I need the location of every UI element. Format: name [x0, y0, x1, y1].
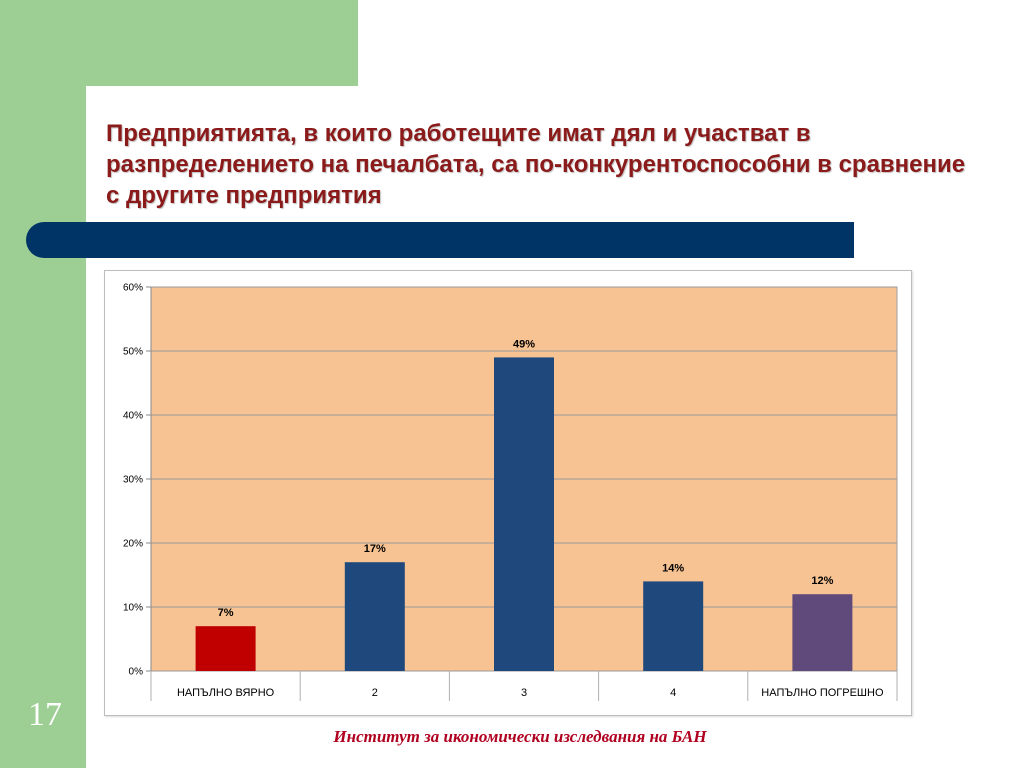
data-label: 14%: [662, 562, 684, 574]
y-tick-label: 50%: [123, 347, 143, 358]
data-label: 17%: [364, 543, 386, 555]
slide-number: 17: [28, 696, 62, 733]
category-label: НАПЪЛНО ВЯРНО: [177, 687, 275, 699]
data-label: 7%: [218, 607, 234, 619]
y-tick-label: 30%: [123, 475, 143, 486]
title-underline-bar: [26, 222, 854, 258]
y-tick-label: 40%: [123, 411, 143, 422]
category-label: 3: [521, 687, 527, 699]
y-tick-label: 60%: [123, 283, 143, 294]
bar: [643, 581, 704, 671]
bar-chart: 0% 10% 20% 30% 40% 50% 60% 7% НАПЪЛНО ВЯРНО 17% 2 4…: [104, 270, 912, 716]
green-side-band: [0, 0, 86, 768]
category-label: 2: [372, 687, 378, 699]
bar: [344, 562, 405, 671]
y-tick-label: 0%: [129, 667, 144, 678]
data-label: 49%: [513, 338, 535, 350]
footer-institute: Институт за икономически изследвания на …: [333, 727, 707, 746]
bar: [494, 357, 554, 671]
y-tick-label: 10%: [123, 603, 143, 614]
bar: [195, 626, 256, 671]
bar: [792, 594, 853, 671]
slide-title: Предприятията, в които работещите имат д…: [106, 120, 966, 209]
chart-canvas: 0% 10% 20% 30% 40% 50% 60% 7% НАПЪЛНО ВЯРНО 17% 2 4…: [123, 283, 898, 701]
category-label: 4: [670, 687, 676, 699]
green-top-band: [86, 0, 358, 86]
category-label: НАПЪЛНО ПОГРЕШНО: [761, 687, 884, 699]
data-label: 12%: [811, 575, 833, 587]
y-tick-label: 20%: [123, 539, 143, 550]
